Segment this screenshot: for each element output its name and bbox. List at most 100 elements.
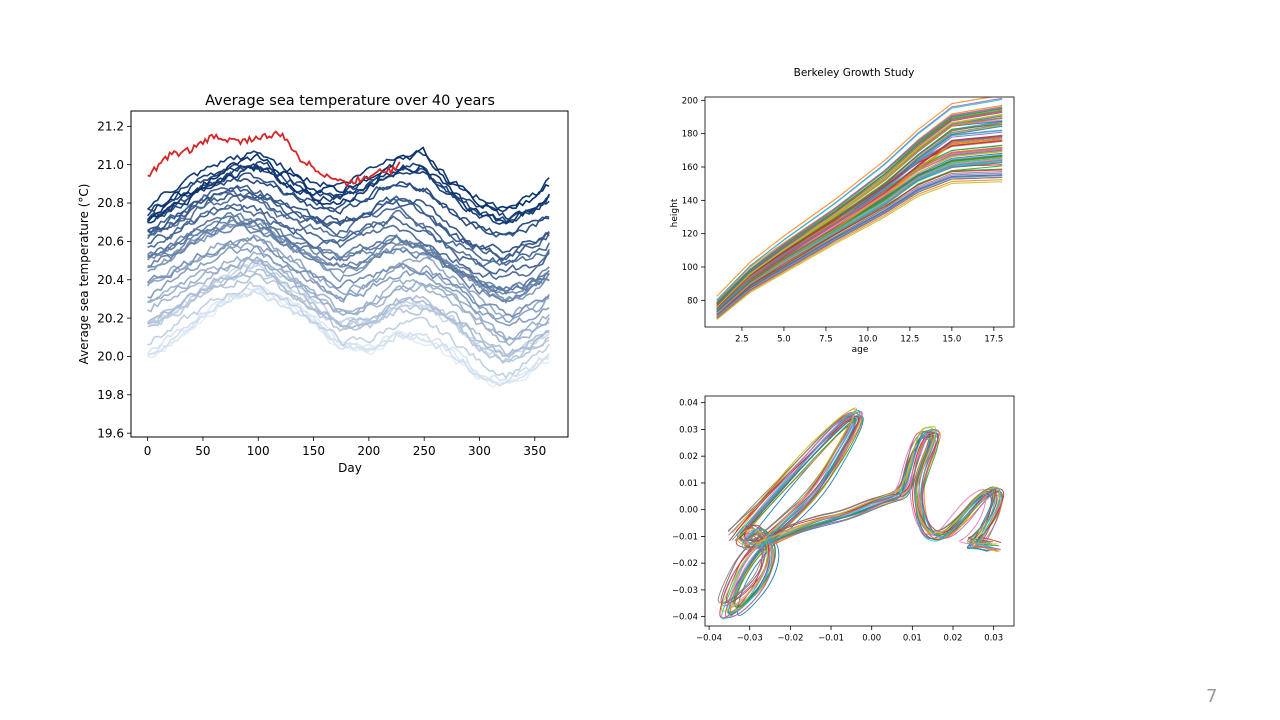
sea-temperature-chart: Average sea temperature over 40 years 0 5… [77, 93, 569, 475]
sea-x-tick-label: 50 [195, 444, 210, 458]
berkeley-series-line [716, 158, 1003, 315]
sea-series-line [147, 212, 550, 292]
sea-series-line [147, 160, 550, 221]
handwriting-y-tick-label: −0.03 [672, 586, 698, 596]
handwriting-series-line [724, 411, 1003, 619]
sea-series-line [147, 259, 550, 358]
sea-series-line [147, 245, 550, 327]
berkeley-x-tick-label: 12.5 [900, 335, 919, 345]
sea-y-tick-label: 21.0 [97, 158, 124, 172]
berkeley-series-line [716, 113, 1003, 308]
handwriting-x-tick-label: 0.00 [862, 634, 881, 644]
handwriting-chart: −0.04 −0.03 −0.02 −0.01 0.00 0.01 0.02 0.03 −0.… [672, 395, 1015, 644]
sea-y-tick-label: 19.6 [97, 426, 124, 440]
handwriting-y-tick-label: 0.03 [679, 425, 698, 435]
sea-x-tick-label: 0 [144, 444, 152, 458]
handwriting-x-tick-label: 0.02 [944, 634, 963, 644]
sea-highlight-line [147, 130, 401, 188]
handwriting-y-tick-label: −0.01 [672, 532, 698, 542]
sea-x-tick-label: 250 [413, 444, 436, 458]
berkeley-y-tick-label: 200 [682, 96, 698, 106]
berkeley-chart-title: Berkeley Growth Study [794, 67, 915, 79]
sea-series-line [147, 192, 550, 262]
sea-series-line [147, 146, 550, 221]
sea-plot-frame [130, 110, 569, 438]
berkeley-series-line [716, 169, 1003, 315]
berkeley-y-tick-label: 80 [687, 296, 698, 306]
sea-series-line [147, 255, 550, 343]
sea-series-line [147, 280, 550, 380]
handwriting-x-tick-label: −0.03 [737, 634, 763, 644]
sea-y-tick-label: 20.8 [97, 196, 124, 210]
handwriting-plot-frame [704, 395, 1015, 627]
berkeley-x-tick-label: 5.0 [777, 335, 791, 345]
berkeley-x-tick-label: 17.5 [984, 335, 1003, 345]
berkeley-growth-chart: Berkeley Growth Study 2.5 5.0 7.5 10.0 12.5 1… [670, 67, 1015, 355]
handwriting-x-tick-label: −0.01 [818, 634, 844, 644]
sea-series-line [147, 164, 550, 225]
berkeley-y-tick-label: 100 [682, 263, 698, 273]
sea-series-line [146, 242, 550, 324]
handwriting-y-tick-label: 0.00 [679, 506, 698, 516]
sea-y-tick-label: 20.2 [97, 311, 124, 325]
handwriting-y-ticks: −0.04 −0.03 −0.02 −0.01 0.00 0.01 0.02 0.03 0.04 [672, 399, 705, 623]
sea-y-tick-label: 21.2 [97, 120, 124, 134]
sea-x-ticks: 0 50 100 150 200 250 300 350 [144, 437, 546, 458]
handwriting-series-line [725, 415, 1005, 604]
berkeley-series-line [716, 176, 1003, 319]
handwriting-x-tick-label: 0.03 [984, 634, 1003, 644]
sea-series-line [147, 215, 550, 293]
berkeley-y-tick-label: 140 [682, 196, 698, 206]
berkeley-series-line [716, 161, 1003, 314]
sea-series-line [147, 184, 550, 261]
berkeley-series-line [716, 165, 1003, 318]
sea-series-line [147, 259, 550, 357]
berkeley-series-line [716, 98, 1003, 301]
sea-series-line [147, 268, 550, 357]
berkeley-series-line [716, 174, 1003, 316]
handwriting-y-tick-label: 0.02 [679, 452, 698, 462]
berkeley-series-line [716, 162, 1003, 315]
sea-x-tick-label: 200 [357, 444, 380, 458]
berkeley-x-tick-label: 10.0 [858, 335, 877, 345]
berkeley-x-ticks: 2.5 5.0 7.5 10.0 12.5 15.0 17.5 [735, 327, 1003, 345]
berkeley-plot-lines [716, 97, 1003, 321]
handwriting-x-tick-label: −0.04 [696, 634, 722, 644]
berkeley-series-line [716, 97, 995, 297]
berkeley-y-tick-label: 160 [682, 163, 698, 173]
handwriting-series-line [728, 410, 1002, 613]
berkeley-y-tick-label: 180 [682, 130, 698, 140]
sea-y-tick-label: 19.8 [97, 388, 124, 402]
handwriting-series-line [734, 417, 1004, 608]
berkeley-series-line [716, 179, 1003, 320]
handwriting-x-tick-label: 0.01 [903, 634, 922, 644]
berkeley-plot-frame [704, 96, 1015, 328]
handwriting-y-tick-label: 0.01 [679, 479, 698, 489]
sea-series-line [146, 235, 550, 319]
berkeley-y-axis-label: height [670, 198, 680, 227]
sea-series-line [147, 223, 550, 303]
handwriting-plot-lines [717, 407, 1005, 620]
berkeley-y-tick-label: 120 [682, 230, 698, 240]
sea-x-axis-label: Day [338, 461, 362, 475]
sea-y-tick-label: 20.4 [97, 273, 124, 287]
berkeley-y-ticks: 80 100 120 140 160 180 200 [682, 96, 705, 306]
sea-series-line [147, 289, 550, 387]
sea-y-axis-label: Average sea temperature (°C) [77, 184, 91, 365]
handwriting-y-tick-label: 0.04 [679, 399, 698, 409]
sea-series-line [147, 185, 550, 254]
berkeley-series-line [716, 138, 1003, 315]
handwriting-series-line [717, 415, 994, 604]
handwriting-y-tick-label: −0.02 [672, 559, 698, 569]
handwriting-series-line [720, 407, 1001, 612]
sea-x-tick-label: 350 [523, 444, 546, 458]
sea-y-ticks: 19.6 19.8 20.0 20.2 20.4 20.6 20.8 21.0 21.2 [97, 120, 131, 440]
sea-series-line [147, 218, 550, 305]
berkeley-series-line [716, 109, 1003, 304]
berkeley-x-axis-label: age [852, 345, 869, 355]
handwriting-series-line [727, 409, 1001, 616]
berkeley-series-line [716, 155, 1003, 312]
handwriting-y-tick-label: −0.04 [672, 613, 698, 623]
berkeley-series-line [716, 111, 1003, 305]
